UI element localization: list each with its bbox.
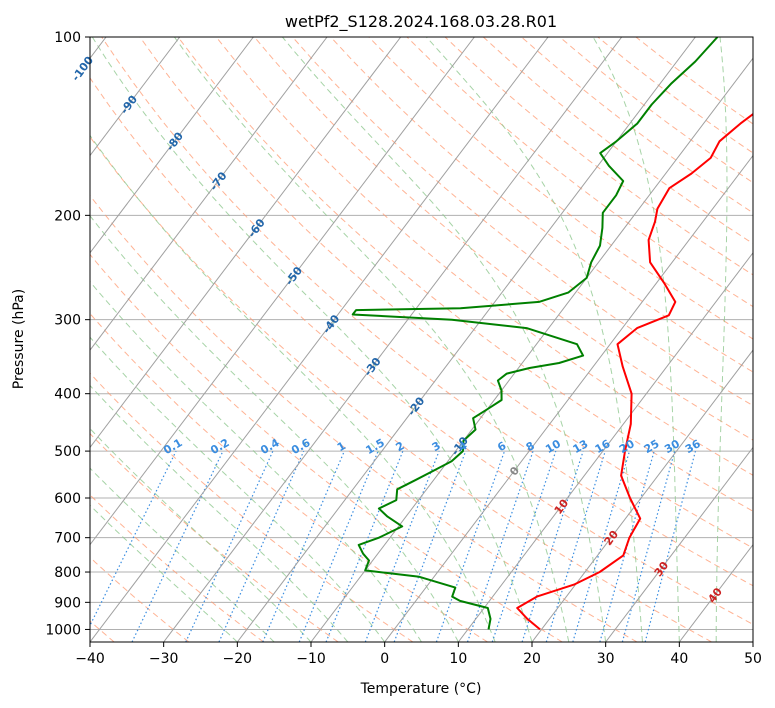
mixing-ratio-line (298, 450, 379, 642)
dry-adiabat (254, 37, 753, 441)
background-lines (90, 37, 753, 642)
isotherm-line (310, 57, 753, 642)
dry-adiabats (90, 37, 753, 642)
x-tick-label: −30 (149, 651, 179, 667)
x-tick-label: 40 (670, 651, 688, 667)
isotherm-line (384, 154, 753, 642)
mixing-ratio-line (131, 450, 224, 642)
mixing-ratio-line (621, 450, 676, 642)
y-tick-label: 500 (54, 444, 81, 460)
x-tick-label: −40 (75, 651, 105, 667)
isotherm-line (90, 37, 402, 449)
moist-adiabat (90, 214, 459, 642)
x-tick-label: 10 (449, 651, 467, 667)
isotherm-line (163, 37, 623, 642)
isotherm-line (605, 446, 753, 642)
mixing-ratio-lines (90, 450, 697, 642)
mixing-ratio-line (185, 450, 274, 642)
moist-adiabat (91, 37, 533, 642)
x-tick-label: 0 (380, 651, 389, 667)
mixing-ratio-line (218, 450, 305, 642)
mixing-ratio-line (572, 450, 631, 642)
moist-adiabat (426, 37, 643, 642)
dry-adiabat (177, 37, 753, 512)
y-tick-label: 100 (54, 30, 81, 46)
isotherm-line (90, 37, 254, 254)
moist-adiabat (715, 37, 728, 642)
isotherm-line (90, 37, 475, 546)
isotherm-line (90, 37, 328, 351)
moist-adiabat (90, 134, 496, 642)
dry-adiabat (90, 194, 638, 642)
dewpoint-profile-line (351, 37, 719, 630)
moist-adiabat (90, 504, 238, 642)
mixing-ratio-line (90, 450, 177, 627)
x-tick-label: −20 (223, 651, 253, 667)
dry-adiabat (215, 37, 753, 476)
mixing-ratio-line (521, 450, 584, 642)
y-tick-label: 600 (54, 491, 81, 507)
mixing-ratio-line (435, 450, 506, 642)
moist-adiabat (90, 427, 312, 642)
isotherm-line (90, 37, 181, 157)
mixing-ratio-line (262, 450, 345, 642)
dry-adiabat (90, 432, 339, 642)
x-tick-label: 20 (523, 651, 541, 667)
dry-adiabat (90, 136, 712, 642)
chart-title: wetPf2_S128.2024.168.03.28.R01 (285, 12, 557, 32)
dry-adiabat (292, 37, 753, 407)
mixing-ratio-line (466, 450, 534, 642)
x-tick-label: 30 (597, 651, 615, 667)
moist-adiabat (90, 336, 386, 642)
profile-series (351, 37, 753, 631)
moist-adiabat (90, 467, 275, 642)
isotherm-line (457, 251, 753, 642)
y-tick-label: 400 (54, 387, 81, 403)
moist-adiabat (90, 280, 422, 642)
mixing-ratio-line (491, 450, 557, 642)
y-tick-label: 200 (54, 208, 81, 224)
plot-frame (89, 36, 754, 643)
dry-adiabat (330, 37, 753, 373)
x-axis: −40 −30 −20 −10 0 10 20 30 40 50 (75, 642, 762, 667)
mixing-ratio-line (599, 450, 655, 642)
x-tick-label: −10 (296, 651, 326, 667)
y-tick-label: 1000 (45, 622, 81, 638)
moist-adiabat (90, 384, 349, 642)
dry-adiabat (90, 372, 414, 642)
y-axis: 100 200 300 400 500 600 700 800 900 1000 (45, 30, 90, 638)
x-axis-label: Temperature (°C) (360, 681, 482, 697)
y-axis-label: Pressure (hPa) (11, 289, 27, 389)
temperature-profile-line (516, 112, 753, 631)
isotherm-line (531, 349, 753, 642)
moist-adiabat (282, 37, 607, 642)
y-tick-label: 700 (54, 531, 81, 547)
y-tick-label: 900 (54, 595, 81, 611)
x-tick-label: 50 (744, 651, 762, 667)
mixing-ratio-line (644, 450, 697, 642)
isotherm-line (90, 37, 549, 642)
y-tick-label: 300 (54, 313, 81, 329)
y-tick-label: 800 (54, 565, 81, 581)
